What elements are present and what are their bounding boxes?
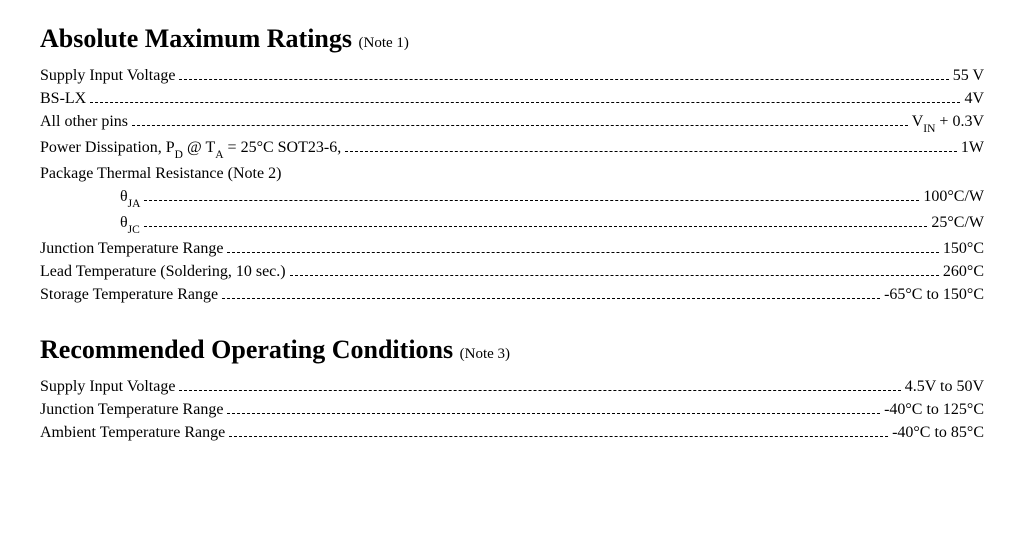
value: 1W [961,136,984,159]
value: -65°C to 150°C [884,283,984,306]
leader-dots [222,284,880,299]
value: VIN + 0.3V [912,110,984,136]
value: -40°C to 85°C [892,421,984,444]
row-junction-temp: Junction Temperature Range 150°C [40,237,984,260]
label-part: = 25°C SOT23-6, [224,139,342,156]
leader-dots [227,238,939,253]
label: Junction Temperature Range [40,237,223,260]
value: 4.5V to 50V [905,375,984,398]
label-sub: A [215,149,223,161]
value: 260°C [943,260,984,283]
rec-heading: Recommended Operating Conditions (Note 3… [40,335,984,365]
label: Package Thermal Resistance (Note 2) [40,162,281,185]
value: 55 V [953,64,984,87]
rec-title: Recommended Operating Conditions [40,335,453,364]
leader-dots [290,261,939,276]
abs-title: Absolute Maximum Ratings [40,24,352,53]
leader-dots [345,137,957,152]
rec-rows: Supply Input Voltage 4.5V to 50V Junctio… [40,375,984,445]
row-storage-temp: Storage Temperature Range -65°C to 150°C [40,283,984,306]
label: Ambient Temperature Range [40,421,225,444]
label: θJA [40,185,140,211]
label: Storage Temperature Range [40,283,218,306]
label-part: Power Dissipation, P [40,139,175,156]
leader-dots [227,398,880,413]
rec-note: (Note 3) [460,346,510,362]
label: All other pins [40,110,128,133]
abs-rows: Supply Input Voltage 55 V BS-LX 4V All o… [40,64,984,307]
row-rec-junction: Junction Temperature Range -40°C to 125°… [40,398,984,421]
theta-sub: JA [128,198,141,210]
leader-dots [229,422,888,437]
value: 25°C/W [931,211,984,234]
label: Power Dissipation, PD @ TA = 25°C SOT23-… [40,136,341,162]
leader-dots [285,164,980,178]
leader-dots [132,111,908,126]
row-rec-ambient: Ambient Temperature Range -40°C to 85°C [40,421,984,444]
leader-dots [144,186,919,201]
leader-dots [144,212,928,227]
row-bs-lx: BS-LX 4V [40,87,984,110]
row-power-dissipation: Power Dissipation, PD @ TA = 25°C SOT23-… [40,136,984,162]
abs-note: (Note 1) [359,35,409,51]
theta-symbol: θ [120,214,128,231]
value: 100°C/W [923,185,984,208]
label: BS-LX [40,87,86,110]
label: Supply Input Voltage [40,64,175,87]
row-lead-temp: Lead Temperature (Soldering, 10 sec.) 26… [40,260,984,283]
value: 150°C [943,237,984,260]
row-supply-voltage: Supply Input Voltage 55 V [40,64,984,87]
leader-dots [90,88,960,103]
section-gap [40,307,984,335]
datasheet-page: Absolute Maximum Ratings (Note 1) Supply… [0,0,1024,444]
label: θJC [40,211,140,237]
label: Lead Temperature (Soldering, 10 sec.) [40,260,286,283]
label-part: @ T [183,139,215,156]
row-all-other-pins: All other pins VIN + 0.3V [40,110,984,136]
value: 4V [964,87,984,110]
label: Supply Input Voltage [40,375,175,398]
theta-sub: JC [128,224,140,236]
abs-heading: Absolute Maximum Ratings (Note 1) [40,24,984,54]
label: Junction Temperature Range [40,398,223,421]
leader-dots [179,375,900,390]
row-package-thermal-header: Package Thermal Resistance (Note 2) [40,162,984,185]
row-rec-supply: Supply Input Voltage 4.5V to 50V [40,375,984,398]
leader-dots [179,65,948,80]
label-sub: D [175,149,183,161]
row-theta-ja: θJA 100°C/W [40,185,984,211]
row-theta-jc: θJC 25°C/W [40,211,984,237]
theta-symbol: θ [120,188,128,205]
value: -40°C to 125°C [884,398,984,421]
